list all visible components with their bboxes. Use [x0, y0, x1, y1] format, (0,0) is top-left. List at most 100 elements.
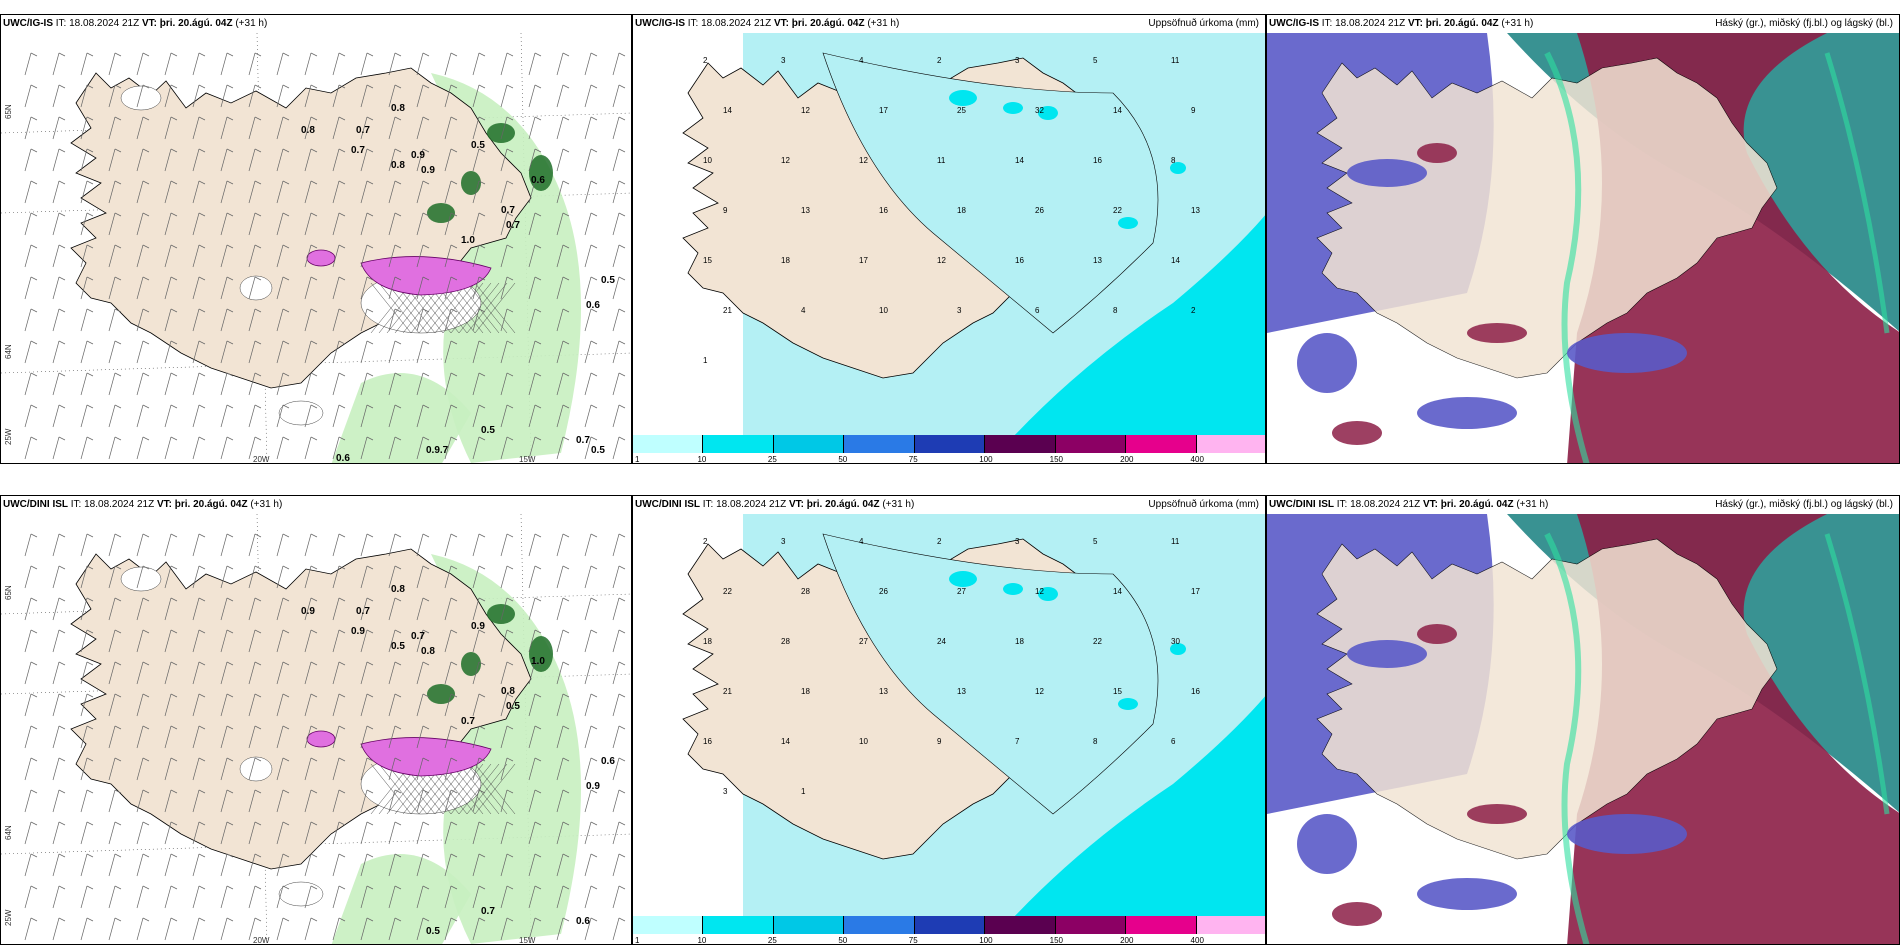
precip-value-label: 11 [1171, 537, 1180, 546]
wind-barb-flag [58, 565, 66, 570]
wind-barb-flag [170, 597, 178, 602]
wind-barb-flag [590, 212, 598, 217]
wind-barb-flag [422, 340, 430, 345]
precip-cell [487, 604, 515, 624]
wind-barb-flag [394, 757, 402, 762]
wind-barb [80, 821, 88, 845]
wind-barb [220, 629, 228, 653]
wind-barb [80, 597, 88, 621]
wind-barb-flag [58, 917, 66, 922]
precip-value-label: 3 [957, 306, 962, 315]
wind-barb-flag [58, 821, 66, 826]
wind-barb-flag [30, 629, 38, 634]
wind-barb-flag [534, 725, 542, 730]
precip-cell [461, 171, 481, 195]
wind-barb-flag [226, 212, 234, 217]
wind-barb [108, 372, 116, 396]
wind-barb-flag [170, 533, 178, 538]
wind-barb [164, 853, 172, 877]
heavy-precip-area [306, 730, 336, 748]
wind-barb [52, 917, 60, 941]
wind-barb [360, 84, 368, 108]
wind-barb-flag [562, 757, 570, 762]
wind-barb [24, 212, 32, 236]
precip-title: Uppsöfnuð úrkoma (mm) [1148, 499, 1259, 510]
wind-barb-flag [590, 308, 598, 313]
wind-barb [472, 597, 480, 621]
wind-barb [416, 853, 424, 877]
wind-barb [556, 212, 564, 236]
wind-barb-flag [394, 597, 402, 602]
wind-barb-flag [142, 116, 150, 121]
colorbar-swatch [633, 916, 704, 934]
wind-barb [472, 148, 480, 172]
precip-value-label: 21 [723, 687, 732, 696]
wind-barb [388, 276, 396, 300]
wind-barb [360, 52, 368, 76]
precip-cell [1170, 162, 1186, 174]
wind-barb-flag [478, 52, 486, 57]
wind-barb [136, 116, 144, 140]
wind-barb-flag [338, 629, 346, 634]
wind-barb-flag [394, 693, 402, 698]
wind-barb-flag [142, 661, 150, 666]
wind-barb [416, 565, 424, 589]
wind-barb [164, 565, 172, 589]
colorbar-swatch [844, 435, 915, 453]
wind-barb [52, 789, 60, 813]
precip-value-label: 18 [781, 256, 790, 265]
wind-barb-flag [170, 629, 178, 634]
wind-barb-flag [450, 180, 458, 185]
wind-barb [528, 661, 536, 685]
wind-barb [248, 84, 256, 108]
wind-barb-flag [590, 244, 598, 249]
precip-cell [949, 90, 977, 106]
wind-barb-flag [310, 661, 318, 666]
wind-barb [108, 597, 116, 621]
wind-barb-flag [310, 853, 318, 858]
wind-barb-flag [170, 276, 178, 281]
wind-barb-flag [114, 52, 122, 57]
wind-barb [472, 821, 480, 845]
wind-barb-flag [338, 533, 346, 538]
wind-barb [24, 308, 32, 332]
wind-barb-flag [394, 404, 402, 409]
wind-barb-flag [366, 789, 374, 794]
wind-barb-flag [534, 693, 542, 698]
wind-barb [528, 244, 536, 268]
wind-barb-flag [394, 84, 402, 89]
precip-area [1013, 696, 1265, 918]
wind-barb [332, 212, 340, 236]
wind-barb-flag [590, 276, 598, 281]
wind-barb [472, 629, 480, 653]
wind-barb-flag [450, 885, 458, 890]
wind-barb [332, 821, 340, 845]
wind-barb-flag [338, 757, 346, 762]
iceland-landmass [1316, 57, 1778, 379]
wind-barb [556, 725, 564, 749]
wind-barb [108, 917, 116, 941]
wind-barb [192, 789, 200, 813]
wind-barb [360, 308, 368, 332]
wind-barb-flag [86, 244, 94, 249]
precip-area [822, 52, 1159, 334]
wind-barb [108, 404, 116, 428]
wind-barb [304, 885, 312, 909]
wind-barb-flag [590, 853, 598, 858]
precip-cell [1170, 643, 1186, 655]
colorbar-label: 200 [1120, 455, 1134, 464]
wind-barb [248, 885, 256, 909]
wind-barb-flag [114, 436, 122, 441]
wind-barb [192, 757, 200, 781]
precip-value-label: 18 [703, 637, 712, 646]
wind-barb-flag [198, 853, 206, 858]
wind-barb-flag [170, 853, 178, 858]
wind-barb [332, 372, 340, 396]
wind-barb [416, 885, 424, 909]
wind-barb-flag [310, 148, 318, 153]
wind-barb [444, 917, 452, 941]
wind-barb [136, 372, 144, 396]
precip-value-label: 12 [1035, 587, 1044, 596]
precip-value-label: 12 [937, 256, 946, 265]
wind-barb-flag [338, 436, 346, 441]
